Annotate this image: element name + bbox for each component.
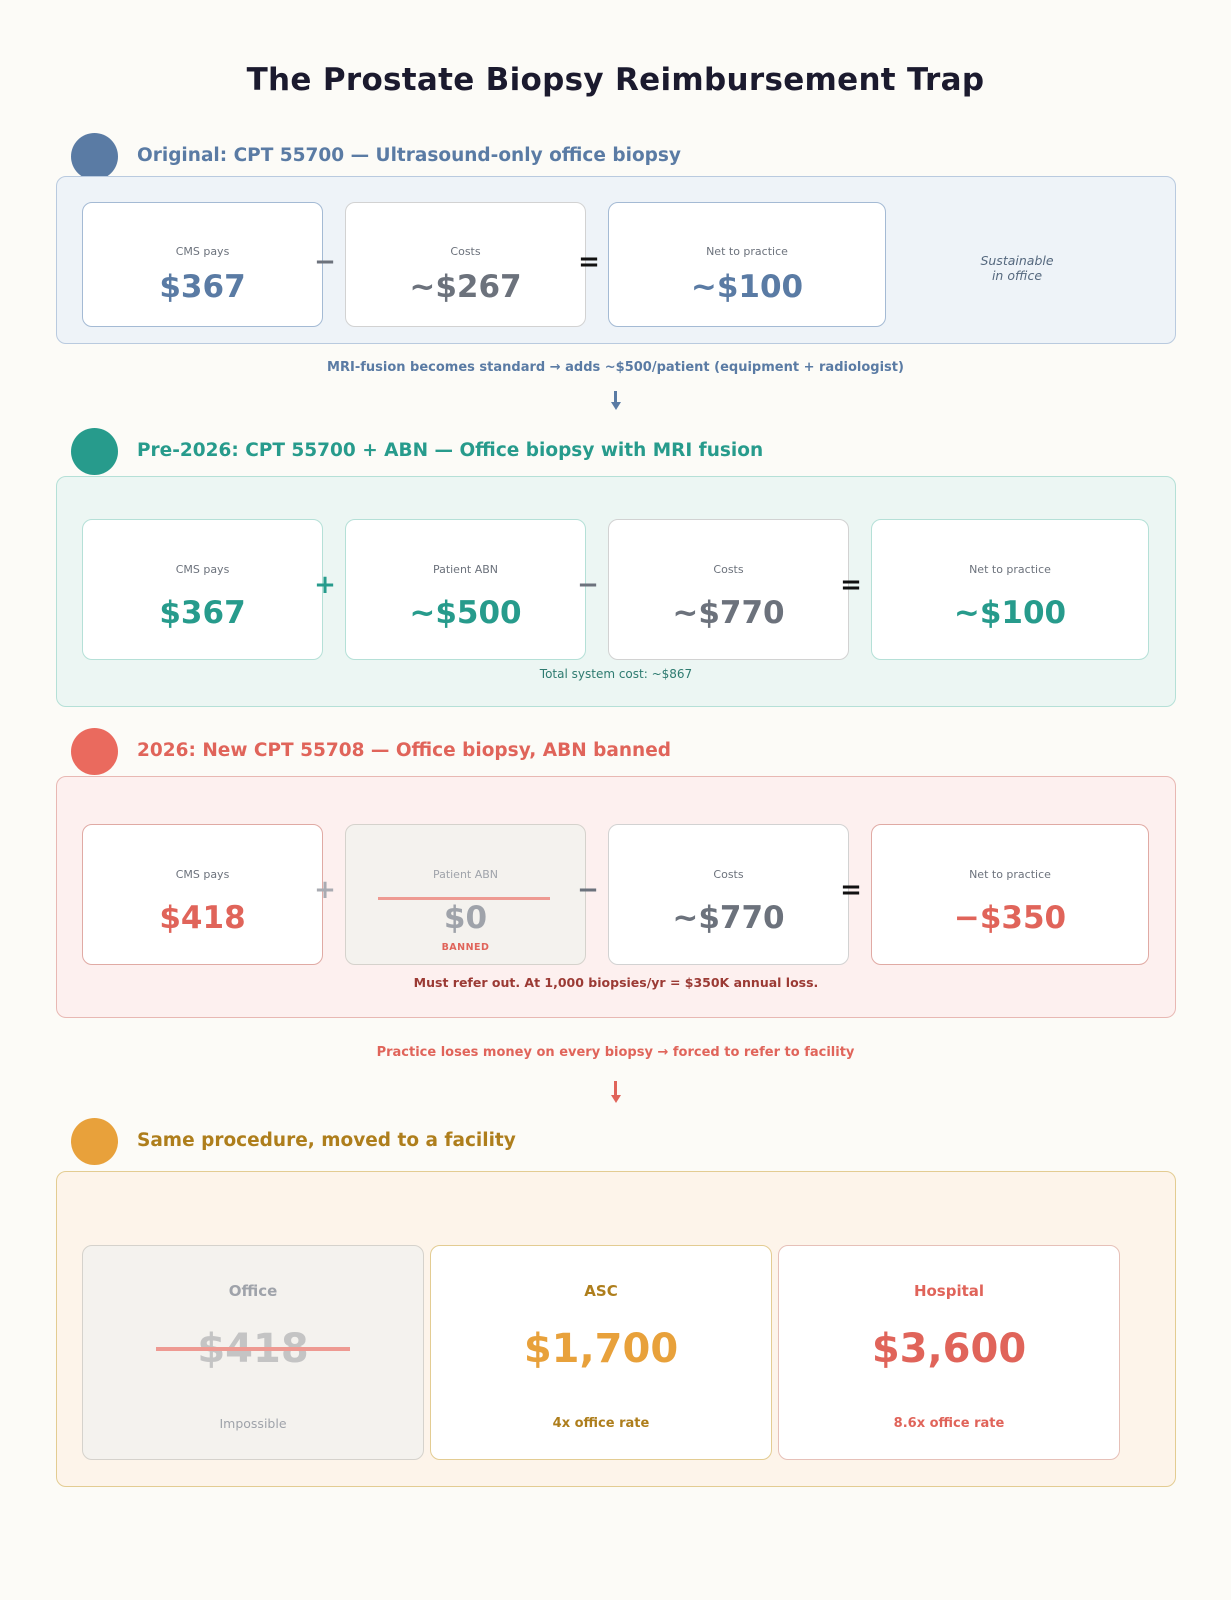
strikethrough-line (378, 897, 550, 900)
section-4-panel: Office $418 Impossible ASC $1,700 4x off… (56, 1171, 1176, 1487)
patient-abn-card: Patient ABN ~$500 (345, 519, 586, 660)
step-3-marker (71, 728, 118, 775)
section-4-title: Same procedure, moved to a facility (137, 1130, 516, 1151)
card-value: $0 (443, 900, 488, 936)
section-2-title: Pre-2026: CPT 55700 + ABN — Office biops… (137, 440, 764, 461)
card-label: Net to practice (706, 245, 788, 258)
down-arrow-icon (611, 391, 621, 411)
plus-operator: + (314, 570, 336, 600)
net-card: Net to practice −$350 (871, 824, 1149, 965)
office-card: Office $418 Impossible (82, 1245, 424, 1460)
step-4-marker (71, 1118, 118, 1165)
card-value: ~$100 (690, 269, 804, 305)
card-value: $418 (159, 900, 246, 936)
cms-pays-card: CMS pays $367 (82, 519, 323, 660)
costs-card: Costs ~$770 (608, 519, 849, 660)
card-label: Costs (713, 563, 744, 576)
card-value: ~$500 (409, 595, 522, 631)
sustainable-note: Sustainable in office (937, 253, 1097, 283)
card-label: Patient ABN (432, 563, 499, 576)
cms-pays-card: CMS pays $367 (82, 202, 323, 327)
section-3-title: 2026: New CPT 55708 — Office biopsy, ABN… (137, 740, 671, 761)
card-value: ~$100 (953, 595, 1067, 631)
section-1-panel: CMS pays $367 − Costs ~$267 = Net to pra… (56, 176, 1176, 344)
card-value: ~$770 (672, 900, 785, 936)
sustainable-note-line-1: Sustainable (980, 253, 1054, 268)
plus-operator: + (314, 875, 336, 905)
card-value: ~$770 (672, 595, 785, 631)
costs-card: Costs ~$770 (608, 824, 849, 965)
transition-note-1: MRI-fusion becomes standard → adds ~$500… (327, 360, 904, 375)
section-1-title: Original: CPT 55700 — Ultrasound-only of… (137, 145, 681, 166)
equals-operator: = (840, 570, 862, 600)
card-label: Net to practice (969, 868, 1051, 881)
down-arrow-icon (611, 1081, 621, 1106)
equals-operator: = (578, 247, 600, 277)
net-card: Net to practice ~$100 (871, 519, 1149, 660)
cms-pays-card: CMS pays $418 (82, 824, 323, 965)
card-sub: 4x office rate (552, 1416, 650, 1431)
step-1-marker (71, 133, 118, 180)
card-label: CMS pays (175, 563, 230, 576)
card-value: $367 (159, 595, 246, 631)
refer-out-warning: Must refer out. At 1,000 biopsies/yr = $… (413, 975, 819, 990)
minus-operator: − (577, 875, 599, 905)
sustainable-note-line-2: in office (991, 268, 1043, 283)
patient-abn-card-banned: Patient ABN $0 BANNED (345, 824, 586, 965)
card-label: Patient ABN (432, 868, 499, 881)
strikethrough-line (156, 1347, 350, 1351)
card-label: Office (228, 1282, 278, 1300)
net-card: Net to practice ~$100 (608, 202, 886, 327)
step-2-marker (71, 428, 118, 475)
card-value: $3,600 (871, 1326, 1027, 1372)
card-label: Hospital (913, 1282, 985, 1300)
section-3-panel: CMS pays $418 + Patient ABN $0 BANNED − … (56, 776, 1176, 1018)
minus-operator: − (577, 570, 599, 600)
page-title: The Prostate Biopsy Reimbursement Trap (246, 62, 985, 98)
section-2-panel: CMS pays $367 + Patient ABN ~$500 − Cost… (56, 476, 1176, 707)
card-value: $367 (159, 269, 246, 305)
card-label: CMS pays (175, 245, 230, 258)
card-sub: 8.6x office rate (893, 1416, 1005, 1431)
costs-card: Costs ~$267 (345, 202, 586, 327)
minus-operator: − (314, 247, 336, 277)
card-label: Costs (450, 245, 481, 258)
card-label: CMS pays (175, 868, 230, 881)
card-sub: Impossible (219, 1416, 287, 1431)
asc-card: ASC $1,700 4x office rate (430, 1245, 772, 1460)
transition-note-2: Practice loses money on every biopsy → f… (376, 1045, 855, 1060)
card-value: ~$267 (409, 269, 522, 305)
card-value: −$350 (953, 900, 1067, 936)
banned-badge: BANNED (441, 942, 490, 953)
hospital-card: Hospital $3,600 8.6x office rate (778, 1245, 1120, 1460)
equals-operator: = (840, 875, 862, 905)
total-system-cost: Total system cost: ~$867 (539, 667, 693, 681)
card-label: ASC (584, 1282, 618, 1300)
card-label: Net to practice (969, 563, 1051, 576)
card-label: Costs (713, 868, 744, 881)
card-value: $1,700 (523, 1326, 679, 1372)
